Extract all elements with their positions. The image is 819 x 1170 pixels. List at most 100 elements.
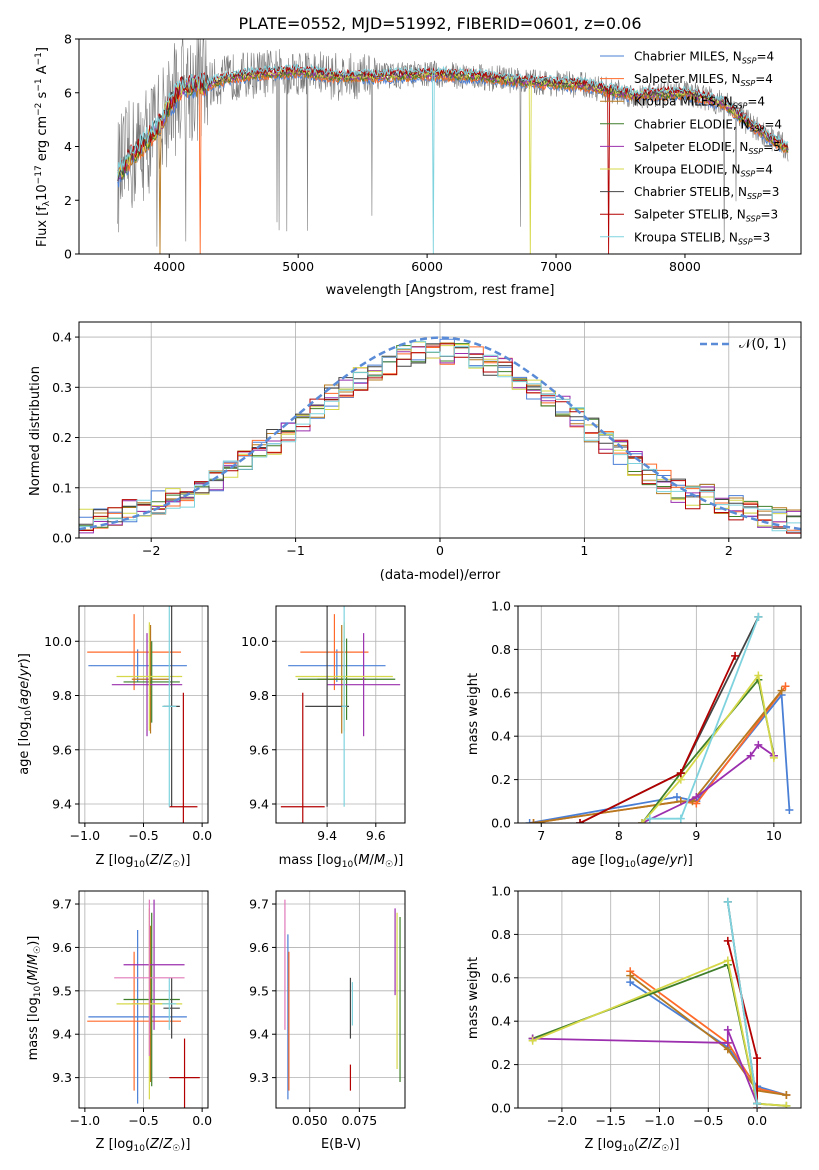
residuals-ytick-label: 0.4 <box>52 330 72 345</box>
age_vs_Z-ytick-label: 10.0 <box>44 634 72 649</box>
weight_vs_age-xtick-label: 9 <box>692 828 700 843</box>
spectrum-model-kroupa_stelib <box>117 63 789 254</box>
legend-entry: Salpeter ELODIE, NSSP=5 <box>634 140 781 156</box>
age_vs_mass-xtick-label: 9.4 <box>317 828 337 843</box>
spectrum-ytick-label: 4 <box>64 139 72 154</box>
residual-hist-chabrier_stelib <box>79 343 801 529</box>
weight_vs_Z-xtick-label: −0.5 <box>693 1113 723 1128</box>
weight_vs_Z-xtick-label: −1.5 <box>596 1113 626 1128</box>
weight_vs_age-marker <box>746 751 755 760</box>
spectrum-xlabel: wavelength [Angstrom, rest frame] <box>326 283 555 298</box>
legend-normal-label: 𝒩(0, 1) <box>739 337 786 352</box>
weight_vs_age-marker <box>785 805 794 814</box>
mass_vs_Z-xtick-label: 0.0 <box>192 1113 212 1128</box>
weight_vs_age-marker <box>754 671 763 680</box>
age_vs_Z-axes: −1.0 −0.5 0.0 9.4 9.6 9.8 10.0 <box>44 606 212 843</box>
mass_vs_ebv-frame <box>275 890 406 1109</box>
age_vs_mass-ytick-label: 10.0 <box>241 634 269 649</box>
residual-hist-kroupa_stelib <box>79 340 801 532</box>
spectrum-ytick-label: 8 <box>64 32 72 47</box>
weight_vs_age-xtick-label: 8 <box>615 828 623 843</box>
spectrum-xtick-label: 8000 <box>669 259 701 274</box>
weight_vs_Z-marker <box>723 897 732 906</box>
weight_vs_Z-xtick-label: −1.0 <box>644 1113 674 1128</box>
weight-age-xlabel: age [log10(age/yr)] <box>571 853 693 870</box>
residual-hist-salpeter_elodie <box>79 346 801 534</box>
weight_vs_Z-ytick-label: 0.6 <box>491 970 511 985</box>
mass_vs_Z-ytick-label: 9.3 <box>52 1070 72 1085</box>
spectrum-xtick-label: 7000 <box>540 259 572 274</box>
weight_vs_Z-ytick-label: 0.8 <box>491 927 511 942</box>
weight_vs_age-ytick-label: 0.0 <box>491 816 511 831</box>
weight_vs_age-ytick-label: 0.2 <box>491 772 511 787</box>
weight_vs_age-line-kroupa_elodie <box>641 673 775 823</box>
residuals-frame <box>78 321 802 539</box>
age_vs_mass-ytick-label: 9.8 <box>249 688 269 703</box>
mass_vs_ebv-xtick-label: 0.050 <box>292 1113 328 1128</box>
age_vs_Z-xtick-label: 0.0 <box>192 828 212 843</box>
spectrum-axes: 4000 5000 6000 7000 8000 0 2 4 6 8 <box>64 32 701 275</box>
weight_vs_age-marker <box>731 651 740 660</box>
residuals-ytick-label: 0.3 <box>52 380 72 395</box>
mass_vs_Z-ytick-label: 9.4 <box>52 1027 72 1042</box>
legend-entry: Kroupa STELIB, NSSP=3 <box>634 230 770 246</box>
weight_vs_age-marker <box>529 819 538 823</box>
mass_vs_ebv-ytick-label: 9.5 <box>249 983 269 998</box>
weight_vs_Z-frame <box>517 890 802 1109</box>
mass_vs_ebv-ytick-label: 9.3 <box>249 1070 269 1085</box>
weight_vs_Z-marker <box>753 1099 762 1108</box>
weight_vs_Z-marker <box>528 1036 537 1045</box>
weight_vs_age-marker <box>645 814 654 823</box>
mass_vs_Z-points <box>87 899 200 1108</box>
age_vs_Z-frame <box>78 605 209 824</box>
age_vs_mass-ytick-label: 9.6 <box>249 742 269 757</box>
mass-Z-ylabel: mass [log10(M/M☉)] <box>26 936 43 1061</box>
legend-entry: Chabrier STELIB, NSSP=3 <box>634 185 779 201</box>
mass_vs_ebv-xtick-label: 0.075 <box>341 1113 377 1128</box>
weight_vs_Z-line-kroupa_miles <box>629 974 787 1096</box>
spectrum-xtick-label: 4000 <box>153 259 185 274</box>
weight_vs_Z-xtick-label: 0.0 <box>747 1113 767 1128</box>
mass_vs_Z-ytick-label: 9.5 <box>52 983 72 998</box>
residuals-ylabel: Normed distribution <box>28 366 43 496</box>
spectrum-ytick-label: 2 <box>64 193 72 208</box>
weight_vs_age-ytick-label: 0.4 <box>491 729 511 744</box>
weight_vs_Z-line-salpeter_elodie <box>532 1029 758 1105</box>
weight_vs_age-marker <box>676 769 685 778</box>
age-Z-ylabel: age [log10(age/yr)] <box>17 653 34 775</box>
mass_vs_Z-ytick-label: 9.7 <box>52 897 72 912</box>
weight_vs_age-line-salpeter_elodie <box>641 743 775 823</box>
age_vs_mass-frame <box>275 605 406 824</box>
age_vs_mass-points <box>280 606 401 823</box>
weight_vs_age-xtick-label: 10 <box>766 828 782 843</box>
weight_vs_Z-xtick-label: −2.0 <box>547 1113 577 1128</box>
weight_vs_age-marker <box>769 753 778 762</box>
age_vs_Z-ytick-label: 9.6 <box>52 742 72 757</box>
weight-Z-ylabel: mass weight <box>466 957 481 1039</box>
mass_vs_ebv-ytick-label: 9.4 <box>249 1027 269 1042</box>
weight_vs_age-marker <box>781 682 790 691</box>
age_vs_Z-points <box>87 606 198 823</box>
weight_vs_Z-marker <box>723 936 732 945</box>
residuals-ytick-label: 0.1 <box>52 480 72 495</box>
age_vs_Z-xtick-label: −0.5 <box>128 828 158 843</box>
mass_vs_Z-xtick-label: −0.5 <box>128 1113 158 1128</box>
weight_vs_age-marker <box>576 819 585 823</box>
residuals-xtick-label: 0 <box>436 543 444 558</box>
age_vs_mass-xtick-label: 9.6 <box>366 828 386 843</box>
residuals-xtick-label: −2 <box>142 543 160 558</box>
age_vs_Z-ytick-label: 9.4 <box>52 797 72 812</box>
weight_vs_age-xtick-label: 7 <box>537 828 545 843</box>
age_vs_mass-axes: 9.4 9.6 9.4 9.6 9.8 10.0 <box>241 606 405 843</box>
spectrum-xtick-label: 6000 <box>411 259 443 274</box>
figure-title: PLATE=0552, MJD=51992, FIBERID=0601, z=0… <box>238 14 641 33</box>
mass_vs_ebv-ytick-label: 9.7 <box>249 897 269 912</box>
residuals-xtick-label: 2 <box>725 543 733 558</box>
weight_vs_Z-series <box>528 897 791 1108</box>
legend-entry: Kroupa MILES, NSSP=4 <box>634 95 765 111</box>
mass-ebv-xlabel: E(B-V) <box>321 1137 361 1152</box>
weight_vs_Z-ytick-label: 0.0 <box>491 1101 511 1116</box>
weight_vs_Z-line-kroupa_elodie <box>532 959 787 1107</box>
weight_vs_Z-marker <box>723 956 732 965</box>
weight_vs_age-ytick-label: 0.8 <box>491 642 511 657</box>
